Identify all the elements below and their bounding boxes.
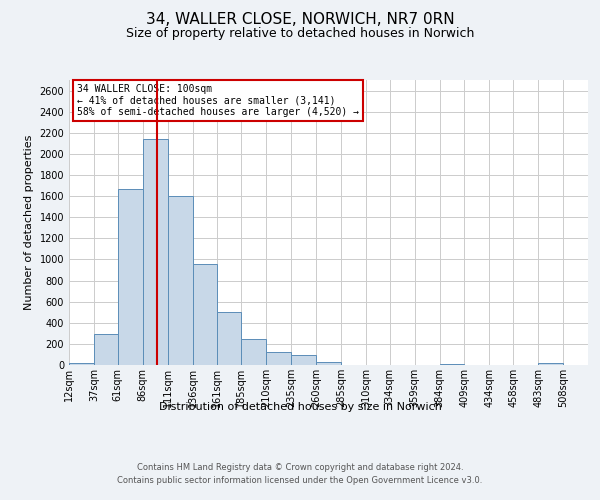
Bar bbox=[217, 312, 241, 365]
Text: 34, WALLER CLOSE, NORWICH, NR7 0RN: 34, WALLER CLOSE, NORWICH, NR7 0RN bbox=[146, 12, 454, 28]
Bar bbox=[167, 196, 193, 365]
Text: 34 WALLER CLOSE: 100sqm
← 41% of detached houses are smaller (3,141)
58% of semi: 34 WALLER CLOSE: 100sqm ← 41% of detache… bbox=[77, 84, 359, 117]
Text: Distribution of detached houses by size in Norwich: Distribution of detached houses by size … bbox=[158, 402, 442, 412]
Bar bbox=[538, 363, 563, 365]
Bar bbox=[193, 264, 217, 365]
Bar bbox=[143, 139, 167, 365]
Text: Contains HM Land Registry data © Crown copyright and database right 2024.: Contains HM Land Registry data © Crown c… bbox=[137, 462, 463, 471]
Bar bbox=[94, 334, 118, 365]
Bar bbox=[69, 363, 94, 365]
Bar bbox=[316, 362, 341, 365]
Bar bbox=[118, 188, 143, 365]
Bar bbox=[241, 338, 266, 365]
Bar bbox=[291, 355, 316, 365]
Y-axis label: Number of detached properties: Number of detached properties bbox=[24, 135, 34, 310]
Bar bbox=[266, 352, 291, 365]
Text: Contains public sector information licensed under the Open Government Licence v3: Contains public sector information licen… bbox=[118, 476, 482, 485]
Bar bbox=[440, 364, 464, 365]
Text: Size of property relative to detached houses in Norwich: Size of property relative to detached ho… bbox=[126, 28, 474, 40]
